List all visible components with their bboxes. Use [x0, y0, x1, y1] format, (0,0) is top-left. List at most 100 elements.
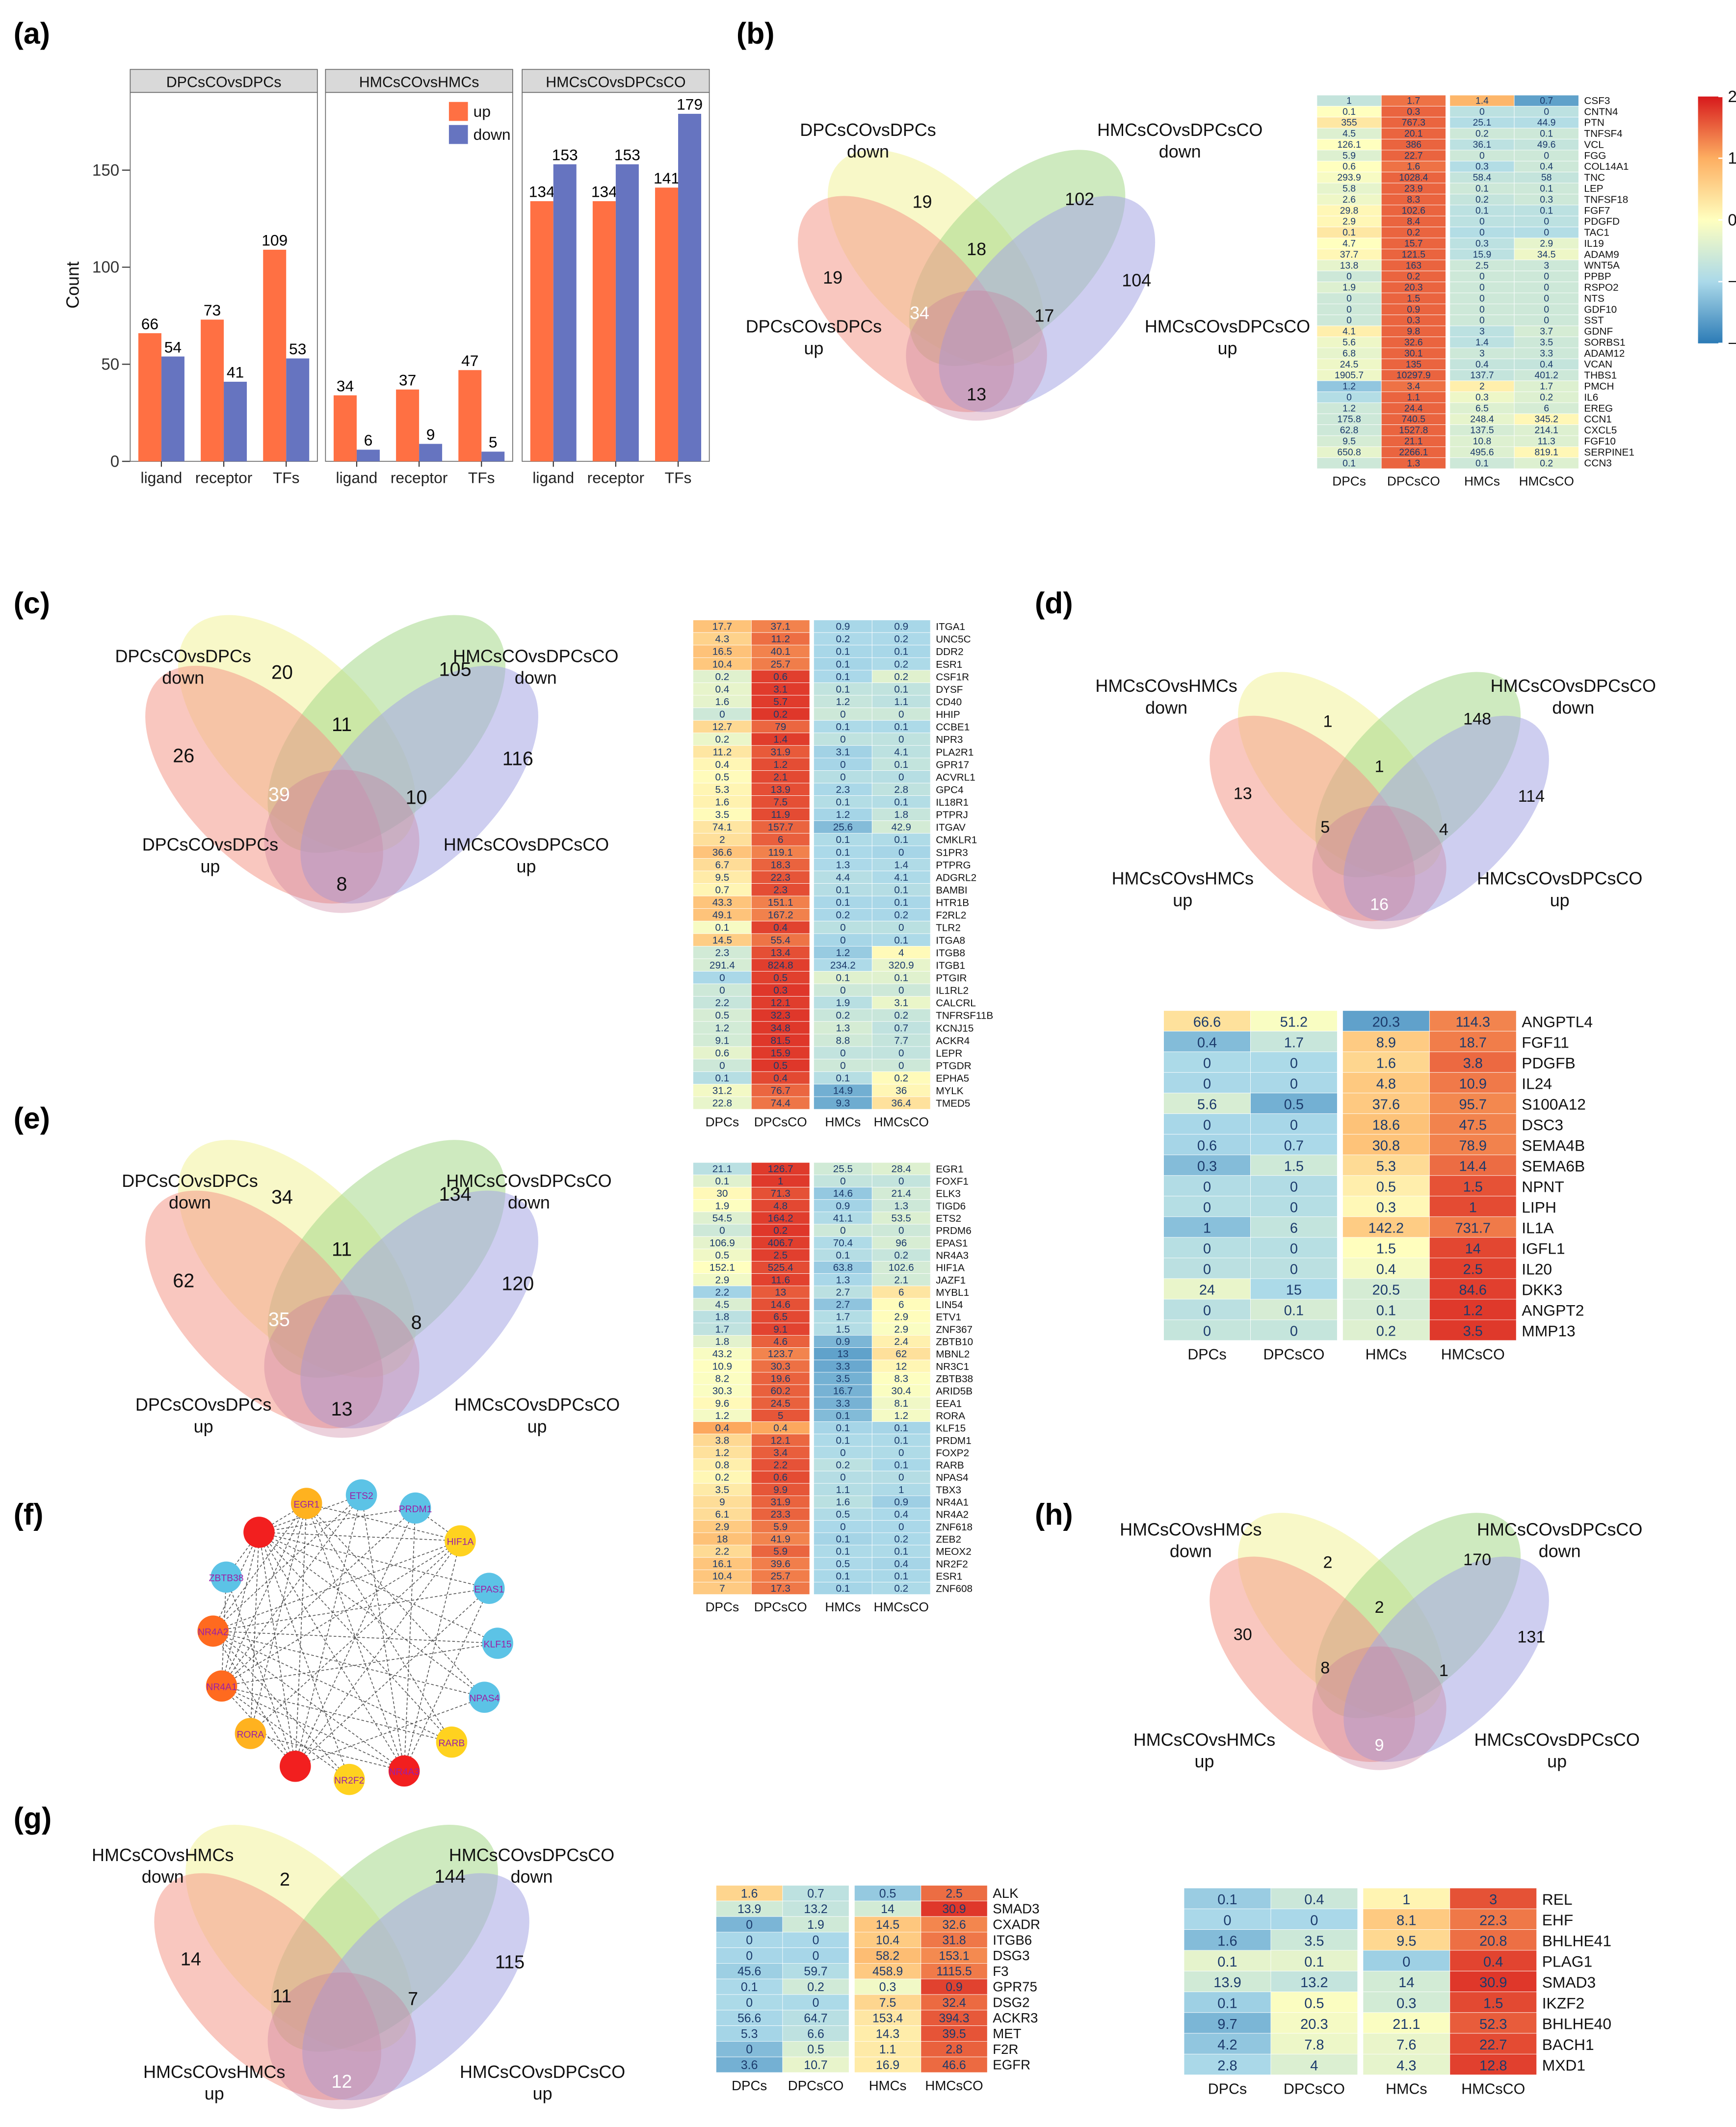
heatmap-cell — [871, 1187, 931, 1200]
heatmap-cell — [693, 1384, 752, 1397]
heatmap-cell-value: 3.3 — [836, 1361, 850, 1372]
network-edge — [221, 1685, 452, 1743]
heatmap-cell-value: 0.1 — [836, 885, 850, 896]
heatmap-cell-value: 4 — [1310, 2058, 1318, 2074]
heatmap-cell-value: 0.1 — [894, 897, 908, 908]
legend-label: down — [473, 126, 511, 143]
heatmap-cell — [751, 920, 810, 934]
heatmap-cell-value: 0.2 — [836, 633, 850, 645]
x-tick-label: ligand — [141, 469, 183, 486]
heatmap-cell-value: 0 — [1346, 392, 1352, 403]
heatmap-row-label: PTGDR — [936, 1060, 972, 1072]
x-tick-label: TFs — [665, 469, 692, 486]
heatmap-cell — [1250, 1113, 1338, 1135]
venn-set-label-line: DPCsCOvsDPCs — [122, 1171, 258, 1191]
heatmap-cell-value: 1.1 — [879, 2043, 896, 2056]
heatmap-cell — [716, 1900, 783, 1917]
heatmap-cell — [1363, 1929, 1450, 1951]
heatmap-cell — [751, 1495, 810, 1508]
heatmap-cell-value: 248.4 — [1470, 414, 1494, 425]
bar-data-label: 73 — [204, 301, 221, 319]
heatmap-cell — [871, 745, 931, 759]
heatmap-cell — [751, 1446, 810, 1459]
heatmap-cell — [814, 870, 872, 884]
heatmap-cell-value: 1 — [778, 1176, 784, 1187]
heatmap-cell-value: 0.1 — [836, 1410, 850, 1421]
heatmap-cell-value: 7.7 — [894, 1035, 908, 1046]
heatmap-cell — [693, 745, 752, 759]
heatmap-cell-value: 3.7 — [1540, 326, 1553, 337]
heatmap-cell-value: 4.8 — [1376, 1077, 1396, 1092]
heatmap-cell-value: 0.4 — [894, 1558, 908, 1570]
venn-count-ur: 148 — [1463, 709, 1491, 728]
heatmap-cell-value: 25.1 — [1473, 117, 1492, 128]
heatmap-cell-value: 0 — [840, 1472, 846, 1483]
venn-set-label-line: up — [205, 2083, 224, 2103]
heatmap-cell — [871, 1532, 931, 1546]
heatmap-cell — [1250, 1319, 1338, 1341]
heatmap-cell — [751, 1261, 810, 1274]
heatmap-cell-value: 14.5 — [876, 1918, 899, 1932]
heatmap-row-label: EPAS1 — [936, 1237, 968, 1249]
heatmap-cell-value: 0 — [719, 1060, 725, 1071]
heatmap-cell-value: 1.8 — [894, 809, 908, 820]
heatmap-cell-value: 2.8 — [1217, 2058, 1237, 2074]
heatmap-cell-value: 0.1 — [894, 885, 908, 896]
venn-set-label-line: HMCsCOvsDPCsCO — [1145, 316, 1310, 337]
heatmap-cell — [814, 1396, 872, 1410]
heatmap-cell-value: 14.4 — [1459, 1159, 1487, 1175]
network-edge — [306, 1503, 452, 1742]
heatmap-cell — [1270, 2053, 1358, 2075]
heatmap-cell-value: 1.7 — [836, 1312, 850, 1323]
heatmap-row-label: PDGFD — [1584, 216, 1620, 227]
heatmap-cell-value: 46.6 — [942, 2058, 966, 2072]
heatmap-cell-value: 0 — [1544, 315, 1549, 326]
heatmap-cell — [693, 720, 752, 734]
heatmap-row-label: ACKR3 — [993, 2010, 1038, 2025]
heatmap-cell-value: 0 — [840, 759, 846, 770]
heatmap-cell-value: 0 — [898, 1447, 904, 1458]
heatmap-cell-value: 36.4 — [892, 1098, 911, 1109]
heatmap-cell-value: 0 — [840, 771, 846, 783]
heatmap-cell-value: 0.1 — [836, 1073, 850, 1084]
heatmap-cell-value: 0.3 — [1475, 392, 1489, 403]
network-node — [399, 1492, 431, 1524]
heatmap-cell — [751, 1162, 810, 1175]
heatmap-cell-value: 24 — [1199, 1283, 1215, 1298]
heatmap-cell — [693, 657, 752, 671]
venn-set-label-line: down — [847, 141, 889, 161]
heatmap-row-label: TNFSF18 — [1584, 194, 1628, 205]
heatmap-cell-value: 16.1 — [712, 1558, 732, 1570]
heatmap-cell-value: 0.4 — [1304, 1892, 1324, 1908]
heatmap-cell-value: 23.9 — [1404, 184, 1423, 194]
heatmap-cell — [751, 1508, 810, 1521]
heatmap-cell — [814, 833, 872, 846]
heatmap-cell — [782, 2056, 849, 2073]
bar-up — [592, 201, 616, 462]
heatmap-cell-value: 6.1 — [715, 1509, 729, 1520]
venn-set-3 — [939, 196, 1156, 412]
heatmap-cell — [814, 708, 872, 721]
heatmap-cell-value: 0.2 — [715, 734, 729, 745]
heatmap-cell-value: 0.1 — [836, 1533, 850, 1545]
bar-down — [481, 451, 505, 462]
heatmap-row-label: RSPO2 — [1584, 282, 1618, 293]
heatmap-cell — [751, 1071, 810, 1085]
venn-set-label-line: down — [515, 668, 557, 688]
heatmap-cell-value: 137.7 — [1470, 370, 1494, 381]
heatmap-cell — [814, 1046, 872, 1059]
heatmap-cell-value: 14 — [1465, 1241, 1481, 1257]
heatmap-cell-value: 0 — [813, 1934, 819, 1947]
heatmap-cell-value: 0.2 — [773, 709, 788, 720]
heatmap-cell-value: 30.3 — [712, 1386, 732, 1397]
venn-set-label-line: HMCsCOvsDPCsCO — [1491, 676, 1656, 696]
heatmap-cell — [871, 1071, 931, 1085]
heatmap-cell-value: 45.6 — [737, 1965, 761, 1978]
venn-set-label-line: down — [162, 668, 204, 688]
heatmap-cell-value: 0.9 — [836, 1336, 850, 1347]
heatmap-cell-value: 9.3 — [836, 1098, 850, 1109]
facet-strip — [522, 69, 710, 93]
